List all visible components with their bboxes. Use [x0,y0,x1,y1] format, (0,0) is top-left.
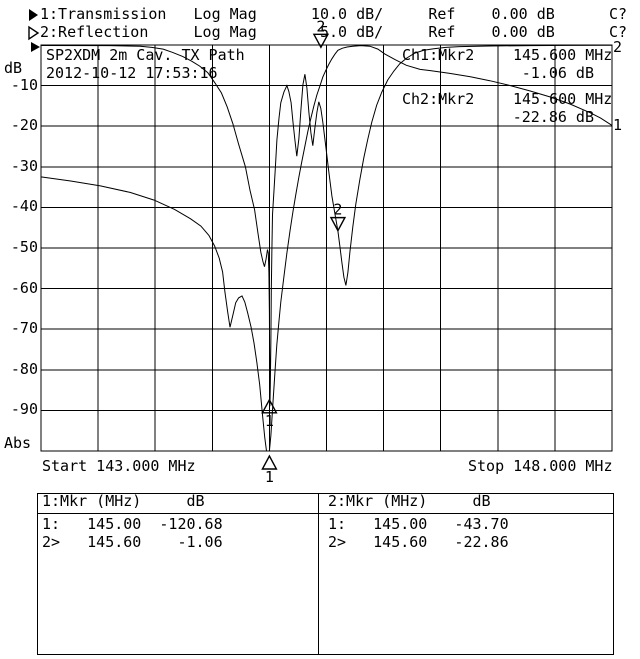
channel1-active-arrow-icon [29,9,38,21]
ch1-marker-readout-value: -1.06 dB [521,64,594,82]
marker-triangle-icon [312,33,330,49]
y-tick-label: -40 [10,197,38,215]
channel2-status-line: 2:Reflection Log Mag 5.0 dB/ Ref 0.00 dB… [40,23,627,41]
marker-number-label: 1 [265,412,274,430]
y-tick-label: -80 [10,360,38,378]
decorations [28,9,40,52]
y-axis-abs-label: Abs [4,434,32,452]
plot-grid [37,44,614,655]
y-tick-label: -70 [10,319,38,337]
trace-1 [40,45,613,452]
y-tick-label: -90 [10,400,38,418]
ch2-marker-readout-freq: 145.600 MHz [513,90,613,108]
y-axis-unit-label: dB [4,59,23,77]
marker-table1-row: 2> 145.60 -1.06 [42,533,223,551]
marker-triangle-icon [261,398,278,414]
x-axis-stop-label: Stop 148.000 MHz [468,457,613,475]
reference-level-arrow-icon [31,42,40,52]
marker-number-label: 1 [265,468,274,486]
ch2-marker-readout-label: Ch2:Mkr2 [402,90,475,108]
marker-number-label: 2 [333,201,342,219]
y-tick-label: -10 [10,76,38,94]
measurement-timestamp: 2012-10-12 17:53:16 [46,64,218,82]
marker-table2-row: 2> 145.60 -22.86 [328,533,509,551]
marker-symbols: 2 2 1 1 [261,17,347,486]
marker-triangle-icon [261,454,278,470]
channel2-inactive-arrow-icon [28,25,40,41]
marker-table-border [37,493,614,655]
marker-triangle-icon [329,216,347,233]
ch1-marker-readout-freq: 145.600 MHz [513,46,613,64]
trace-curves [40,44,613,452]
y-tick-label: -60 [10,279,38,297]
y-tick-label: -20 [10,116,38,134]
trace-2 [40,44,613,407]
x-axis-start-label: Start 143.000 MHz [42,457,196,475]
marker-table2-row: 1: 145.00 -43.70 [328,515,509,533]
ch2-marker-readout-value: -22.86 dB [512,108,594,126]
trace2-end-label: 2 [613,38,623,56]
channel1-status-line: 1:Transmission Log Mag 10.0 dB/ Ref 0.00… [40,5,627,23]
marker-number-label: 2 [316,17,325,35]
marker-table1-header: 1:Mkr (MHz) dB [42,492,205,510]
ch1-marker-readout-label: Ch1:Mkr2 [402,46,475,64]
trace1-end-label: 1 [613,116,623,134]
y-tick-label: -50 [10,238,38,256]
marker-table1-row: 1: 145.00 -120.68 [42,515,223,533]
measurement-title: SP2XDM 2m Cav. TX Path [46,46,245,64]
y-tick-label: -30 [10,157,38,175]
marker-table2-header: 2:Mkr (MHz) dB [328,492,491,510]
